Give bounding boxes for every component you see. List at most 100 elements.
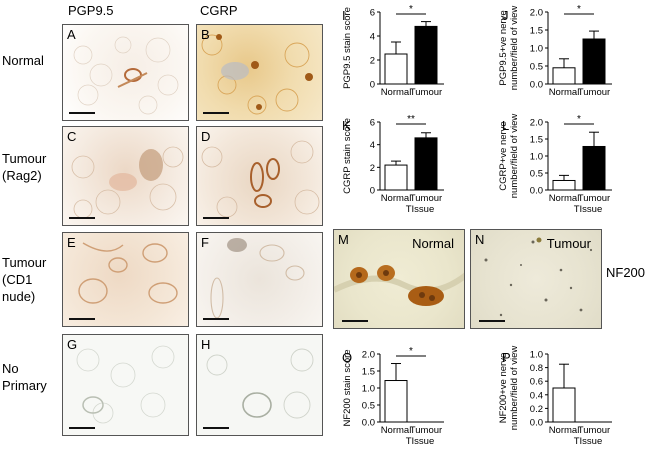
chart-p: P 0.0 0.2 0.4 0.6 0.8 1.0 NF200+ve nerve number/… [498,346,612,447]
micrograph-panel-d: D [196,126,323,226]
chart-panel-letter: O [342,350,352,365]
y-tick-label: 2.0 [362,350,375,361]
y-tick-label: 0.0 [530,80,543,91]
panel-letter: B [201,27,210,42]
scale-bar [69,217,95,219]
tissue-texture [334,265,464,306]
row-label-line: Tumour [2,151,47,166]
panel-letter: N [475,232,485,247]
y-tick-label: 4 [370,140,375,151]
y-tick-label: 0.0 [530,186,543,197]
bar [552,179,576,191]
bar [384,380,408,423]
row-label-no-primary: No Primary [2,360,47,394]
tissue-texture [484,237,593,317]
row-label-line: Primary [2,378,47,393]
y-tick-label: 2.0 [530,8,543,19]
y-tick-label: 1.5 [362,367,375,378]
significance-marker: ** [407,114,415,125]
scale-bar [69,112,95,114]
panel-letter: E [67,235,76,250]
scale-bar [203,112,229,114]
y-tick-label: 2.0 [530,118,543,129]
x-tick-label: Normal [381,87,412,98]
scale-bar [203,318,229,320]
y-tick-label: 6 [370,118,375,129]
scale-bar [203,427,229,429]
y-tick-label: 0 [370,80,375,91]
bar [414,137,438,191]
x-axis-label: TIssue [406,204,435,215]
y-axis-label: number/field of view [509,346,520,431]
column-header-cgrp: CGRP [200,3,238,18]
bar [582,38,606,85]
micrograph-panel-g: G [62,334,189,436]
row-label-line: (CD1 [2,272,33,287]
panel-m-label: Normal [412,236,454,251]
panel-letter: M [338,232,349,247]
column-header-pgp95: PGP9.5 [68,3,114,18]
significance-marker: * [409,4,413,15]
y-tick-label: 4 [370,32,375,43]
y-tick-label: 0.0 [362,418,375,429]
tissue-texture [201,140,320,218]
row-label-line: nude) [2,289,36,304]
micrograph-panel-c: C [62,126,189,226]
x-tick-label: Tumour [410,425,442,436]
y-axis-label: number/field of view [509,6,520,91]
scale-bar [342,320,368,322]
y-axis-label: PGP9.5+ve nerve [498,10,509,85]
chart-panel-letter: L [502,118,509,133]
panel-letter: F [201,235,209,250]
y-axis-label: PGP9.5 stain score [342,7,353,89]
x-tick-label: Tumour [578,87,610,98]
panel-letter: G [67,337,78,352]
y-axis-label: number/field of view [509,114,520,199]
chart-panel-letter: I [342,8,346,23]
micrograph-panel-m: M Normal [333,229,465,329]
y-axis-label: NF200+ve nerve [498,353,509,424]
y-tick-label: 6 [370,8,375,19]
row-label-line: Tumour [2,255,47,270]
y-axis-label: CGRP stain score [342,118,353,194]
panel-letter: C [67,129,77,144]
y-tick-label: 0.8 [530,363,543,374]
bar [582,145,606,191]
tissue-texture [76,345,175,424]
row-label-line: No [2,361,19,376]
panel-letter: H [201,337,211,352]
x-axis-label: TIssue [574,204,603,215]
y-tick-label: 0.0 [530,418,543,429]
scale-bar [69,318,95,320]
significance-marker: * [577,114,581,125]
y-tick-label: 0.2 [530,404,543,415]
chart-panel-letter: J [502,8,509,23]
scale-bar [69,427,95,429]
row-label-line: (Rag2) [2,168,42,183]
bar [384,53,408,85]
micrograph-panel-e: E [62,232,189,327]
row-label-tumour-rag2: Tumour (Rag2) [2,150,46,184]
y-axis-label: NF200 stain score [342,349,353,426]
y-tick-label: 1.5 [530,135,543,146]
bar [384,164,408,191]
bar [552,387,576,423]
x-tick-label: Tumour [578,425,610,436]
tissue-texture [201,34,313,115]
row-label-tumour-cd1: Tumour (CD1 nude) [2,254,46,305]
x-tick-label: Tumour [578,193,610,204]
x-tick-label: Tumour [410,87,442,98]
significance-marker: * [409,346,413,357]
tissue-texture [210,238,305,319]
bar [552,67,576,85]
micrograph-panel-b: B [196,24,323,121]
scale-bar [203,217,229,219]
micrograph-panel-n: N Tumour [470,229,602,329]
chart-panel-letter: P [502,350,511,365]
y-tick-label: 0.6 [530,377,543,388]
y-tick-label: 2 [370,163,375,174]
panel-n-label: Tumour [546,236,591,251]
nf200-label: NF200 [606,265,646,280]
